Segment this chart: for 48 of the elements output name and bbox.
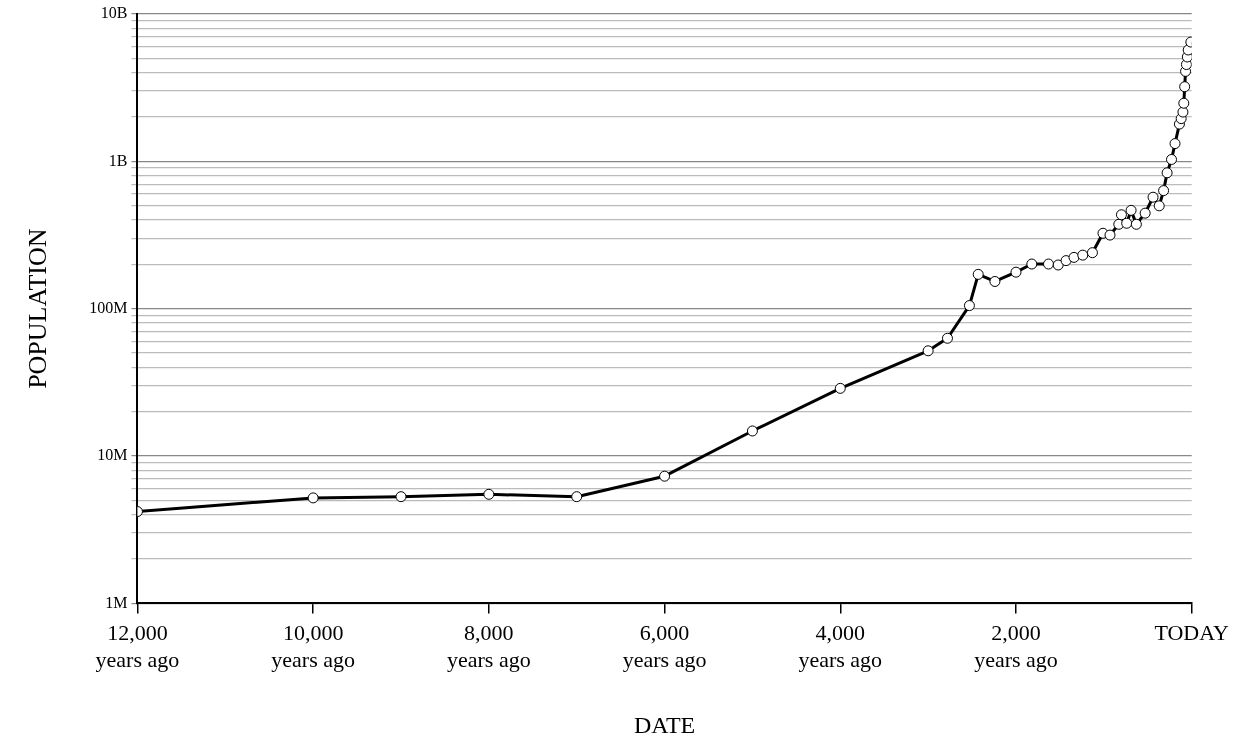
point — [1179, 81, 1191, 93]
point — [1139, 207, 1151, 219]
point — [1178, 97, 1190, 109]
x-tick-label: 12,000 years ago — [95, 620, 180, 672]
y-tick-label: 1B — [108, 151, 128, 169]
y-tick-label: 1M — [105, 593, 128, 611]
point — [1121, 217, 1133, 229]
point — [922, 345, 934, 357]
point — [1104, 229, 1116, 241]
point — [659, 470, 671, 482]
point — [963, 300, 975, 312]
point — [1010, 266, 1022, 278]
x-tick-label: 8,000 years ago — [447, 620, 531, 672]
point — [1077, 249, 1089, 261]
point — [1125, 204, 1137, 216]
y-tick-label: 10M — [97, 446, 128, 464]
point — [1147, 191, 1159, 203]
point — [941, 332, 953, 344]
point — [1130, 218, 1142, 230]
point — [483, 488, 495, 500]
y-tick-label: 100M — [89, 298, 128, 316]
point — [1026, 258, 1038, 270]
point — [571, 491, 583, 503]
point — [1115, 209, 1127, 221]
point — [395, 491, 407, 503]
point — [1169, 138, 1181, 150]
x-tick-label: 4,000 years ago — [798, 620, 883, 672]
point — [1052, 259, 1064, 271]
point — [1068, 251, 1080, 263]
point — [746, 425, 758, 437]
point — [1153, 200, 1165, 212]
x-axis-title: DATE — [633, 711, 696, 738]
x-tick-label: 2,000 years ago — [974, 620, 1058, 672]
point — [972, 268, 984, 280]
point — [989, 275, 1001, 287]
point — [1043, 258, 1055, 270]
point — [1060, 255, 1072, 267]
x-tick-label: 10,000 years ago — [271, 620, 355, 672]
point — [307, 492, 319, 504]
y-axis-title: POPULATION — [23, 228, 53, 389]
point — [834, 382, 846, 394]
y-tick-label: 10B — [100, 4, 128, 22]
point — [1158, 185, 1170, 197]
point — [1166, 153, 1178, 165]
point — [1086, 247, 1098, 259]
point — [1161, 167, 1173, 179]
x-tick-label: 6,000 years ago — [622, 620, 707, 672]
x-tick-label: TODAY — [1154, 620, 1230, 646]
